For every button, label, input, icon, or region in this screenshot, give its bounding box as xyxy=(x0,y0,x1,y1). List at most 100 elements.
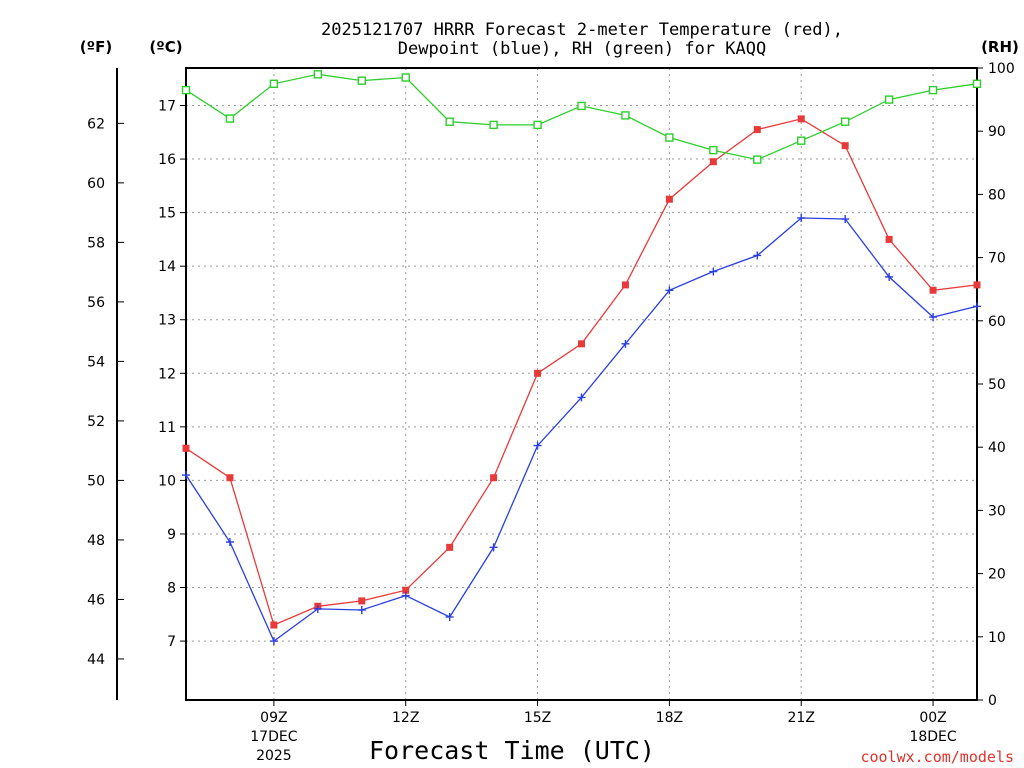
grid-lines xyxy=(186,68,977,700)
dewpoint-point xyxy=(489,543,498,552)
celsius-tick-label: 8 xyxy=(167,581,176,597)
rh-point xyxy=(181,85,191,95)
x-tick-label: 00Z xyxy=(919,710,946,726)
x-axis-label: Forecast Time (UTC) xyxy=(369,736,655,765)
rh-tick-label: 60 xyxy=(988,314,1006,330)
temperature-point xyxy=(709,158,717,166)
rh-point xyxy=(225,114,235,123)
temperature-point xyxy=(797,115,805,123)
chart-title-line2: Dewpoint (blue), RH (green) for KAQQ xyxy=(398,39,766,59)
dewpoint-point xyxy=(885,272,894,281)
dewpoint-point xyxy=(445,612,454,621)
fahrenheit-tick-label: 60 xyxy=(87,176,105,192)
temperature-point xyxy=(358,597,366,605)
rh-point xyxy=(884,95,894,104)
temperature-point xyxy=(270,621,278,629)
rh-line xyxy=(185,73,978,161)
temperature-line xyxy=(185,118,978,626)
dewpoint-point xyxy=(533,441,542,450)
rh-tick-label: 40 xyxy=(988,440,1006,456)
dewpoint-point xyxy=(621,339,630,348)
fahrenheit-unit-label: (ºF) xyxy=(80,38,112,56)
x-tick-label: 21Z xyxy=(788,710,815,726)
rh-point xyxy=(840,117,850,126)
x-tick-date-label: 17DEC xyxy=(250,729,297,745)
temperature-point xyxy=(973,281,981,289)
temperature-point xyxy=(402,586,410,594)
rh-point xyxy=(797,136,806,145)
celsius-tick-label: 11 xyxy=(158,420,176,436)
temperature-point xyxy=(753,126,761,134)
rh-tick-label: 30 xyxy=(988,503,1006,519)
rh-tick-label: 0 xyxy=(988,693,997,709)
celsius-tick-label: 10 xyxy=(158,473,176,489)
temperature-point xyxy=(490,474,498,482)
celsius-unit-label: (ºC) xyxy=(149,38,182,56)
rh-tick-label: 20 xyxy=(988,567,1006,583)
rh-tick-label: 10 xyxy=(988,630,1006,646)
fahrenheit-tick-label: 44 xyxy=(87,652,105,668)
dewpoint-point xyxy=(182,471,190,480)
chart-title-line1: 2025121707 HRRR Forecast 2-meter Tempera… xyxy=(321,20,843,40)
dewpoint-point xyxy=(929,313,938,322)
fahrenheit-tick-label: 46 xyxy=(87,592,105,608)
temperature-point xyxy=(534,369,542,377)
celsius-tick-label: 9 xyxy=(167,527,176,543)
dewpoint-line xyxy=(185,217,978,643)
dewpoint-point xyxy=(357,606,366,615)
temperature-point xyxy=(665,195,673,203)
temperature-point xyxy=(578,340,585,348)
rh-point xyxy=(928,85,938,95)
rh-unit-label: (RH) xyxy=(981,38,1019,56)
x-tick-label: 18Z xyxy=(656,710,683,726)
fahrenheit-tick-label: 52 xyxy=(87,414,105,430)
dewpoint-point xyxy=(401,591,410,600)
temperature-point xyxy=(226,474,234,482)
rh-tick-label: 70 xyxy=(988,251,1006,267)
rh-point xyxy=(577,101,586,111)
celsius-tick-label: 15 xyxy=(158,206,176,222)
celsius-tick-label: 13 xyxy=(158,313,176,329)
temperature-point xyxy=(182,444,190,452)
x-tick-year-label: 2025 xyxy=(256,748,292,764)
temperature-point xyxy=(621,281,629,289)
rh-point xyxy=(357,76,366,85)
dewpoint-point xyxy=(313,604,322,613)
fahrenheit-tick-label: 48 xyxy=(87,533,105,549)
celsius-tick-label: 14 xyxy=(158,259,176,275)
fahrenheit-tick-label: 56 xyxy=(87,295,105,311)
dewpoint-point xyxy=(225,538,234,546)
temperature-point xyxy=(446,543,454,551)
rh-point xyxy=(401,73,410,82)
rh-tick-label: 90 xyxy=(988,124,1006,140)
celsius-tick-label: 7 xyxy=(167,634,176,650)
rh-point xyxy=(709,145,718,155)
data-series xyxy=(181,70,982,646)
rh-tick-label: 80 xyxy=(988,187,1006,203)
temperature-point xyxy=(929,286,937,294)
rh-tick-label: 50 xyxy=(988,377,1006,393)
rh-point xyxy=(313,70,323,79)
celsius-tick-label: 17 xyxy=(158,98,176,114)
temperature-point xyxy=(841,142,849,150)
credit-text: coolwx.com/models xyxy=(860,748,1014,766)
rh-point xyxy=(445,117,454,126)
dewpoint-point xyxy=(577,393,586,402)
x-tick-label: 12Z xyxy=(392,710,419,726)
x-tick-label: 09Z xyxy=(260,710,287,726)
dewpoint-point xyxy=(753,251,762,260)
rh-tick-label: 100 xyxy=(988,61,1015,77)
rh-point xyxy=(533,120,542,130)
rh-point xyxy=(665,133,674,142)
x-tick-label: 15Z xyxy=(524,710,551,726)
temperature-point xyxy=(885,235,893,243)
rh-point xyxy=(489,120,498,130)
dewpoint-point xyxy=(797,213,806,222)
fahrenheit-tick-label: 62 xyxy=(87,116,105,132)
dewpoint-point xyxy=(973,302,981,311)
dewpoint-point xyxy=(709,267,718,276)
axis-ticks: 7 8 9 10 11 12 13 14 15 16 17 44 46 48 50 52 54 56 58 60 62 0… xyxy=(87,61,1015,764)
rh-point xyxy=(269,79,279,89)
dewpoint-point xyxy=(841,215,850,224)
